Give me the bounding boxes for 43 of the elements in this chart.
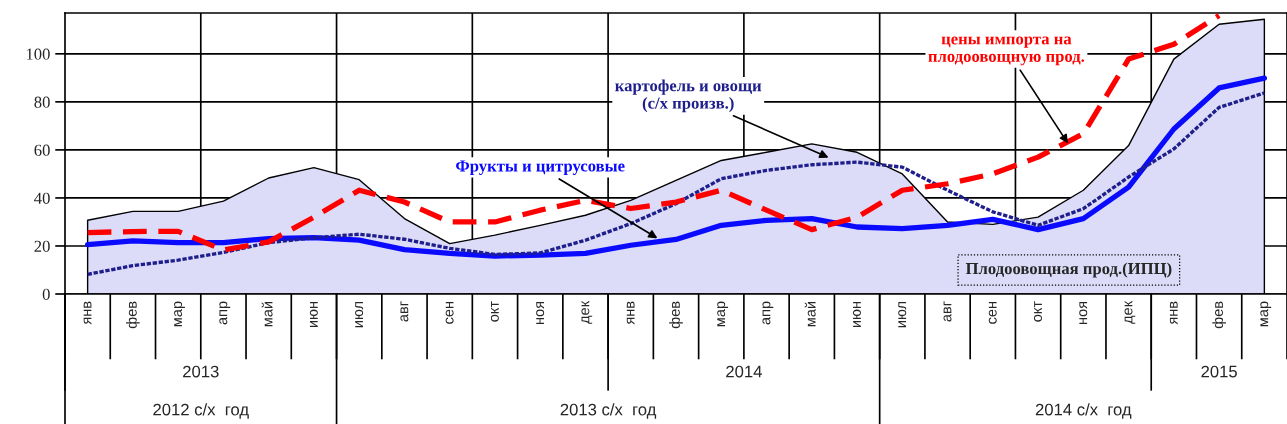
y-tick-label: 100 [26,48,50,60]
x-tick-label: авг [943,301,952,322]
x-tick-label: янв [83,301,92,325]
x-tick-label: фев [669,301,683,329]
x-tick-label: ноя [536,301,545,324]
x-tick-label: май [804,301,816,327]
x-tick-label: ноя [1079,301,1088,324]
y-tick-label: 80 [34,96,50,108]
text: 2014 [726,365,762,378]
y-tick-label: 40 [34,192,50,204]
y-tick-label: 0 [42,288,50,300]
text: 2015 [1201,365,1237,378]
x-tick-label: сен [988,301,997,324]
text: цены импорта на плодоовощную прод. [928,36,1085,66]
x-tick-label: окт [490,301,499,322]
text: Фрукты и цитрусовые [456,160,625,175]
y-tick-label: 60 [34,144,50,156]
x-tick-label: апр [762,301,774,325]
x-tick-label: фев [126,301,140,329]
x-tick-label: июл [898,301,907,328]
x-tick-label: сен [445,301,454,324]
x-tick-label: фев [1212,301,1226,329]
text: 2012 с/х год [153,403,249,419]
x-tick-label: апр [219,301,231,325]
x-tick-label: дек [581,300,593,324]
text: 2013 [183,365,219,378]
text: картофель и овощи (с/х произв.) [615,79,762,113]
y-tick-label: 20 [34,240,50,252]
series-label: Плодоовощная прод.(ИПЦ) [965,262,1172,278]
x-tick-label: мар [174,301,185,327]
x-tick-label: дек [1124,300,1136,324]
x-tick-label: авг [400,301,409,322]
x-tick-label: янв [626,301,635,325]
text: 2014 с/х год [1035,403,1132,419]
text: 2013 с/х год [560,403,657,419]
x-tick-label: май [261,301,273,327]
x-tick-label: мар [717,301,729,327]
x-tick-label: июн [309,301,318,328]
x-tick-label: июн [852,301,861,328]
x-tick-label: мар [1260,301,1272,327]
x-tick-label: янв [1169,301,1178,325]
x-tick-label: июл [355,301,364,328]
x-tick-label: окт [1034,301,1042,322]
